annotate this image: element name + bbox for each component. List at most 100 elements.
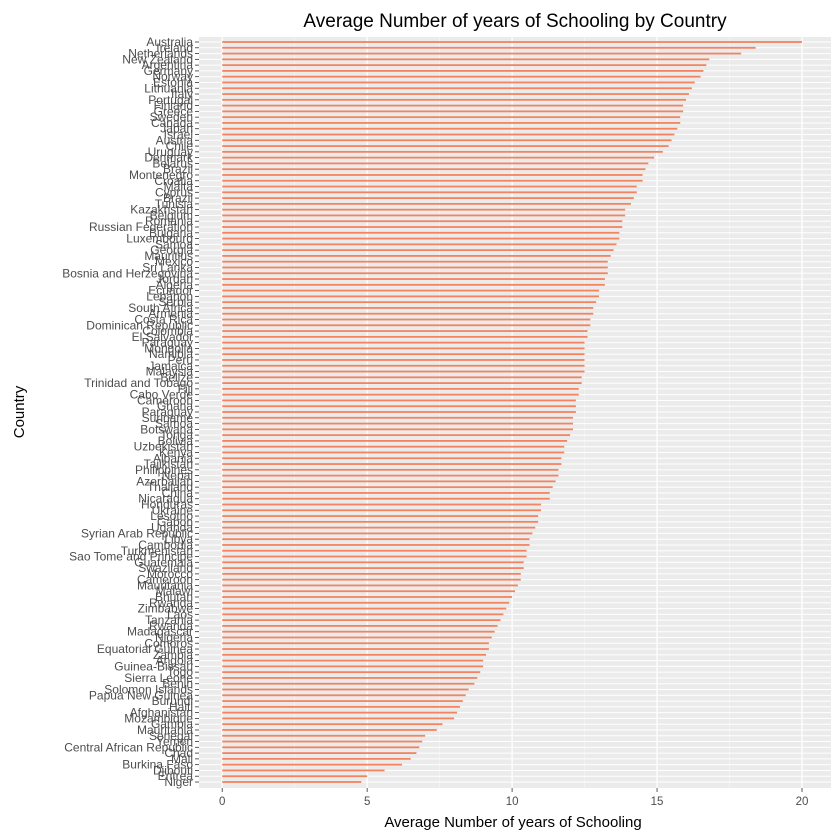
bar (222, 468, 559, 471)
bar (222, 179, 643, 182)
category-label: Thailand (147, 480, 193, 494)
bar (222, 307, 594, 309)
category-label: Malta (164, 180, 194, 194)
bar (222, 497, 550, 500)
category-label: Cameroon (137, 393, 193, 407)
bar (222, 544, 530, 546)
category-label: Uganda (151, 521, 193, 535)
bar (222, 682, 475, 685)
category-label: Kazakhstan (130, 203, 193, 217)
bar (222, 486, 553, 489)
bar (222, 318, 591, 321)
bar (222, 567, 524, 569)
category-label: Rwanda (149, 596, 193, 610)
bar (222, 353, 585, 356)
bar (222, 127, 678, 130)
category-label: Malaysia (146, 365, 194, 379)
bar (222, 168, 646, 171)
bar (222, 75, 701, 78)
bar (222, 445, 565, 448)
bar (222, 272, 608, 275)
bar (222, 399, 576, 402)
category-label: Brazil (163, 191, 193, 205)
category-label: Azerbaijan (136, 474, 193, 488)
bar (222, 231, 620, 234)
category-label: Albania (153, 451, 193, 465)
category-label: Burkina Faso (122, 758, 193, 772)
category-label: Russian Federation (89, 220, 193, 234)
bar (222, 653, 487, 656)
bar (222, 665, 484, 668)
bar (222, 613, 504, 616)
bar (222, 723, 443, 726)
category-label: Yemen (156, 735, 193, 749)
category-label: Croatia (154, 174, 193, 188)
category-label: Rwanda (149, 619, 193, 633)
bar (222, 64, 707, 67)
bar (222, 734, 426, 737)
category-label: Nigeria (155, 630, 193, 644)
category-label: Mongolia (144, 341, 193, 355)
bar (222, 619, 501, 622)
category-label: Solomon Islands (104, 683, 193, 697)
bar (222, 278, 605, 280)
category-label: Benin (162, 677, 193, 691)
category-label: New Zealand (122, 52, 193, 66)
category-label: South Africa (128, 301, 193, 315)
bars (222, 41, 803, 783)
category-label: Trinidad and Tobago (84, 376, 193, 390)
bar (222, 208, 626, 211)
bar (222, 746, 420, 749)
bar (222, 116, 681, 119)
bar (222, 457, 562, 460)
category-label: Bhutan (155, 590, 193, 604)
bar (222, 341, 585, 344)
category-label: Jamaica (148, 359, 193, 373)
bar (222, 370, 585, 373)
category-label: Israel (164, 128, 193, 142)
category-label: Armenia (148, 307, 193, 321)
category-label: Bolivia (158, 434, 194, 448)
category-label: Senegal (149, 729, 193, 743)
bar (222, 717, 455, 720)
category-label: Peru (168, 353, 193, 367)
bar (222, 642, 489, 645)
category-label: Mexico (155, 255, 193, 269)
bar (222, 503, 542, 506)
category-label: China (162, 486, 194, 500)
bar (222, 145, 669, 147)
category-label: Nepal (162, 469, 193, 483)
bar (222, 636, 492, 639)
bar (222, 87, 692, 90)
bar (222, 330, 588, 332)
bar (222, 729, 437, 731)
category-label: Suriname (142, 411, 194, 425)
category-label: Greece (154, 104, 194, 118)
category-label: Romania (145, 214, 193, 228)
bar (222, 98, 687, 101)
bar (222, 463, 562, 465)
category-label: Ecuador (148, 284, 193, 298)
bar (222, 335, 588, 338)
category-label: Australia (146, 35, 193, 49)
category-label: Swaziland (138, 561, 193, 575)
category-label: Algeria (156, 278, 194, 292)
category-label: Colombia (142, 324, 193, 338)
bar (222, 162, 649, 165)
category-label: Afghanistan (130, 706, 193, 720)
x-tick-label: 0 (219, 796, 225, 808)
bar (222, 382, 582, 384)
bar (222, 440, 568, 442)
bar (222, 81, 695, 84)
bar (222, 590, 515, 593)
category-label: Sri Lanka (142, 260, 193, 274)
category-label: Sweden (150, 110, 193, 124)
bar (222, 387, 579, 390)
category-label: Mozambique (124, 711, 193, 725)
bar (222, 763, 402, 766)
x-axis-title: Average Number of years of Schooling (384, 814, 641, 831)
category-label: Lebanon (146, 289, 193, 303)
category-label: Italy (171, 87, 193, 101)
bar (222, 434, 571, 437)
